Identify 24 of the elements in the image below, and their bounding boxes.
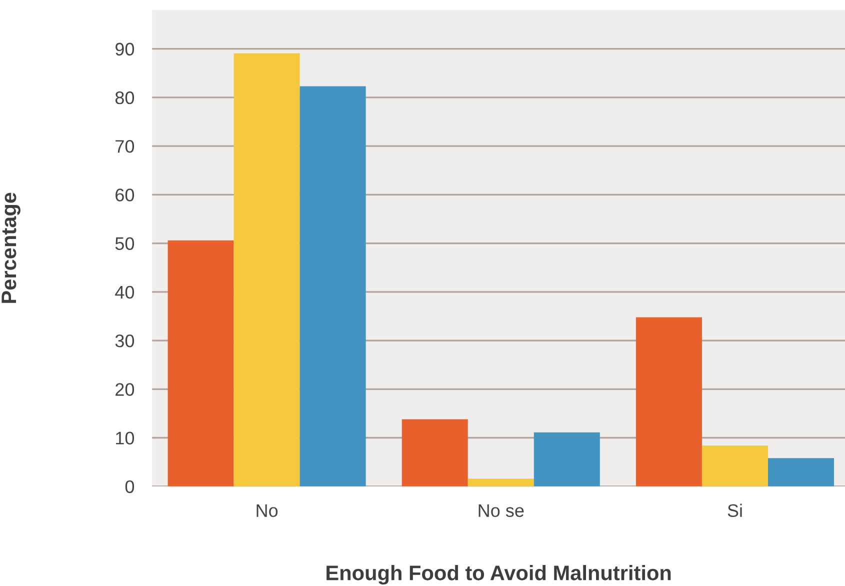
- bar: [402, 419, 468, 486]
- x-tick-label: No se: [478, 504, 524, 518]
- y-tick-label: 50: [115, 237, 134, 250]
- bar: [234, 53, 300, 486]
- y-tick-label: 10: [116, 432, 134, 444]
- bar: [468, 478, 534, 486]
- y-tick-label: 80: [115, 91, 134, 104]
- y-tick-label: 30: [115, 334, 134, 348]
- bar: [768, 458, 834, 486]
- y-tick-label: 90: [116, 42, 134, 56]
- y-tick-label: 40: [115, 286, 134, 299]
- x-tick-label: Si: [728, 504, 742, 518]
- bar: [534, 432, 600, 486]
- y-tick-label: 70: [116, 140, 134, 153]
- x-axis-title: Enough Food to Avoid Malnutrition: [326, 565, 671, 585]
- bar: [636, 317, 702, 486]
- x-tick-label: No: [256, 504, 278, 518]
- bar: [300, 86, 366, 486]
- y-tick-label: 20: [116, 383, 134, 396]
- bar: [702, 446, 768, 486]
- y-tick-label: 0: [125, 480, 134, 494]
- y-axis-title: Percentage: [2, 192, 20, 303]
- bar: [168, 240, 234, 486]
- y-tick-label: 60: [116, 188, 134, 202]
